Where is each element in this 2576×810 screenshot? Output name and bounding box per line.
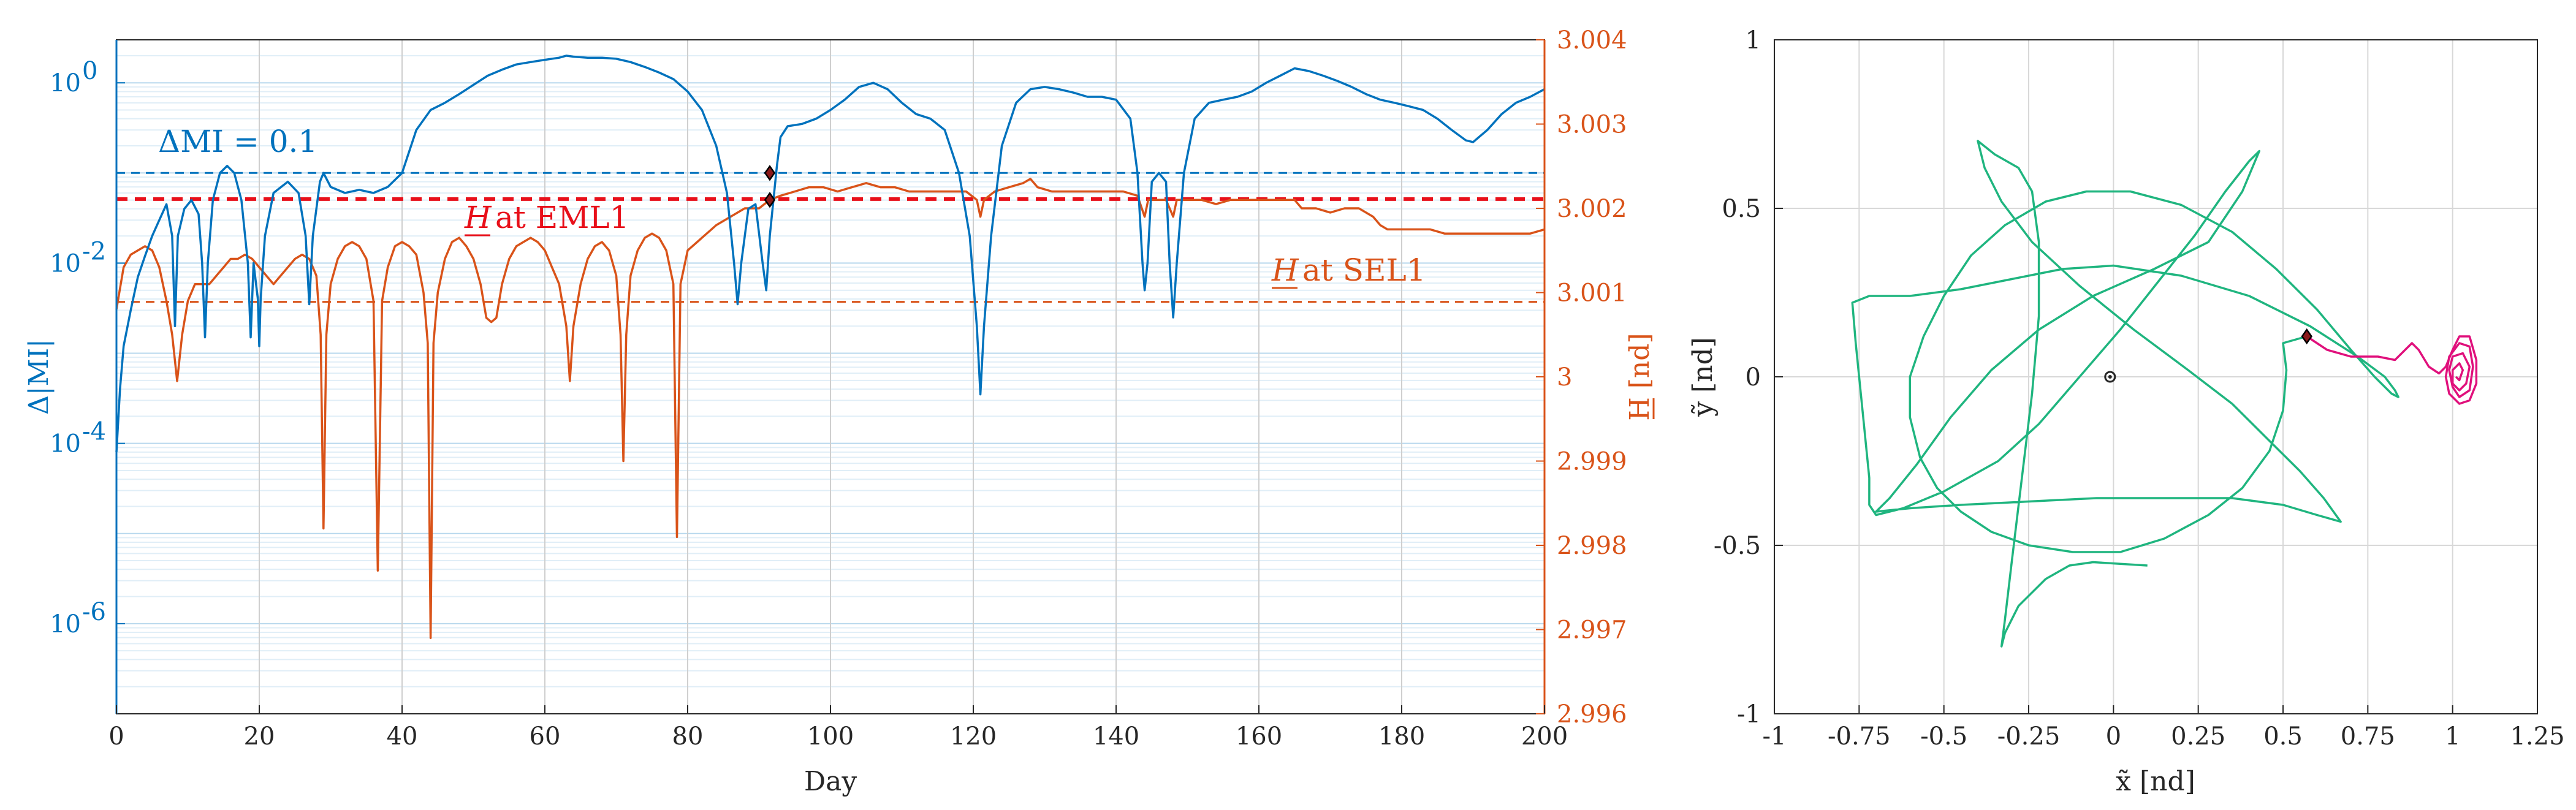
y-left-tick-label: 10 [50,69,81,97]
x-tick-label: 0 [108,722,124,751]
y-left-tick-exponent: -2 [82,237,106,265]
left-reference-lines [116,172,1544,303]
trajectory-series [1851,140,2478,648]
y-right-tick-label: 2.996 [1557,700,1627,729]
trajectory-x-axis-label: x̃ [nd] [2116,766,2195,797]
trajectory-green-line [1851,140,2399,648]
x-tick-label: 180 [1378,722,1425,751]
y-left-tick-label: 10 [50,249,81,278]
trajectory-grid [1774,39,2538,714]
y-tick-label: 1 [1746,26,1761,55]
x-axis-label-day: Day [804,766,857,797]
x-tick-label: 60 [530,722,561,751]
annotation-eml1-text: at EML1 [495,200,629,235]
y-left-tick-exponent: -6 [82,598,106,626]
x-tick-label: 80 [672,722,704,751]
annotation-dmi: ΔMI = 0.1 [158,124,317,159]
y-left-tick-exponent: 0 [82,57,97,85]
y-right-tick-label: 3.001 [1557,279,1627,308]
center-body-dot [2108,375,2112,379]
x-tick-label: 20 [244,722,275,751]
y-right-tick-label: 2.999 [1557,448,1627,476]
x-tick-label: -0.75 [1828,722,1891,751]
y-right-tick-label: 3 [1557,363,1572,392]
transfer-marker [764,192,776,208]
y-axis-label-h: H [nd] [1624,333,1655,420]
transfer-marker [764,165,776,181]
x-tick-label: 0 [2106,722,2121,751]
x-tick-label: 120 [950,722,997,751]
y-right-tick-label: 3.004 [1557,26,1627,55]
transfer-marker [2301,328,2312,345]
trajectory-magenta-line [2306,335,2478,405]
y-left-tick-exponent: -4 [82,418,106,446]
x-tick-label: -0.25 [1997,722,2061,751]
left-grid [116,39,1545,714]
y-right-tick-label: 3.002 [1557,195,1627,223]
y-left-tick-label: 10 [50,610,81,638]
x-tick-label: 160 [1236,722,1282,751]
x-tick-label: 140 [1093,722,1139,751]
left-markers [764,165,776,208]
annotation-sel1-h: H [1271,252,1299,288]
trajectory-y-axis-label: ỹ [nd] [1687,337,1719,417]
y-tick-label: -0.5 [1714,532,1761,560]
right-y-ticks: 2.996 2.997 2.998 2.999 3 3.001 3.002 3.003 3.00… [1536,26,1627,729]
x-tick-label: 200 [1521,722,1568,751]
x-tick-label: 0.25 [2171,722,2225,751]
y-right-tick-label: 3.003 [1557,111,1627,139]
x-tick-label: 100 [807,722,854,751]
x-tick-label: 1.25 [2510,722,2564,751]
y-tick-label: -1 [1737,700,1761,729]
left-series [115,55,1545,639]
dmi-series-line [115,55,1545,452]
trajectory-x-ticks: -1 -0.75 -0.5 -0.25 0 0.25 0.5 0.75 1 1.25 [1763,705,2565,751]
h-series-line [115,178,1545,639]
left-x-ticks: 0 20 40 60 80 100 120 140 160 180 200 [108,705,1568,751]
y-left-tick-label: 10 [50,430,81,458]
y-right-tick-label: 2.998 [1557,532,1627,560]
center-body-marker [2104,371,2116,383]
y-axis-label-dmi: Δ|MI| [23,339,55,415]
trajectory-markers [2104,328,2312,383]
annotation-sel1-text: at SEL1 [1302,252,1426,288]
trajectory-chart: -1 -0.75 -0.5 -0.25 0 0.25 0.5 0.75 1 1.25 -1 -0.5… [1687,26,2565,797]
x-tick-label: 0.5 [2263,722,2303,751]
y-right-tick-label: 2.997 [1557,616,1627,645]
trajectory-y-ticks: -1 -0.5 0 0.5 1 [1714,26,1783,729]
annotation-eml1-h: H [464,200,492,235]
time-history-chart: 0 20 40 60 80 100 120 140 160 180 200 10 010 -210 -41… [23,26,1655,797]
y-tick-label: 0.5 [1722,195,1761,223]
x-tick-label: -1 [1763,722,1787,751]
x-tick-label: 40 [387,722,418,751]
x-tick-label: 1 [2445,722,2460,751]
x-tick-label: -0.5 [1920,722,1967,751]
x-tick-label: 0.75 [2341,722,2395,751]
y-tick-label: 0 [1746,363,1761,392]
